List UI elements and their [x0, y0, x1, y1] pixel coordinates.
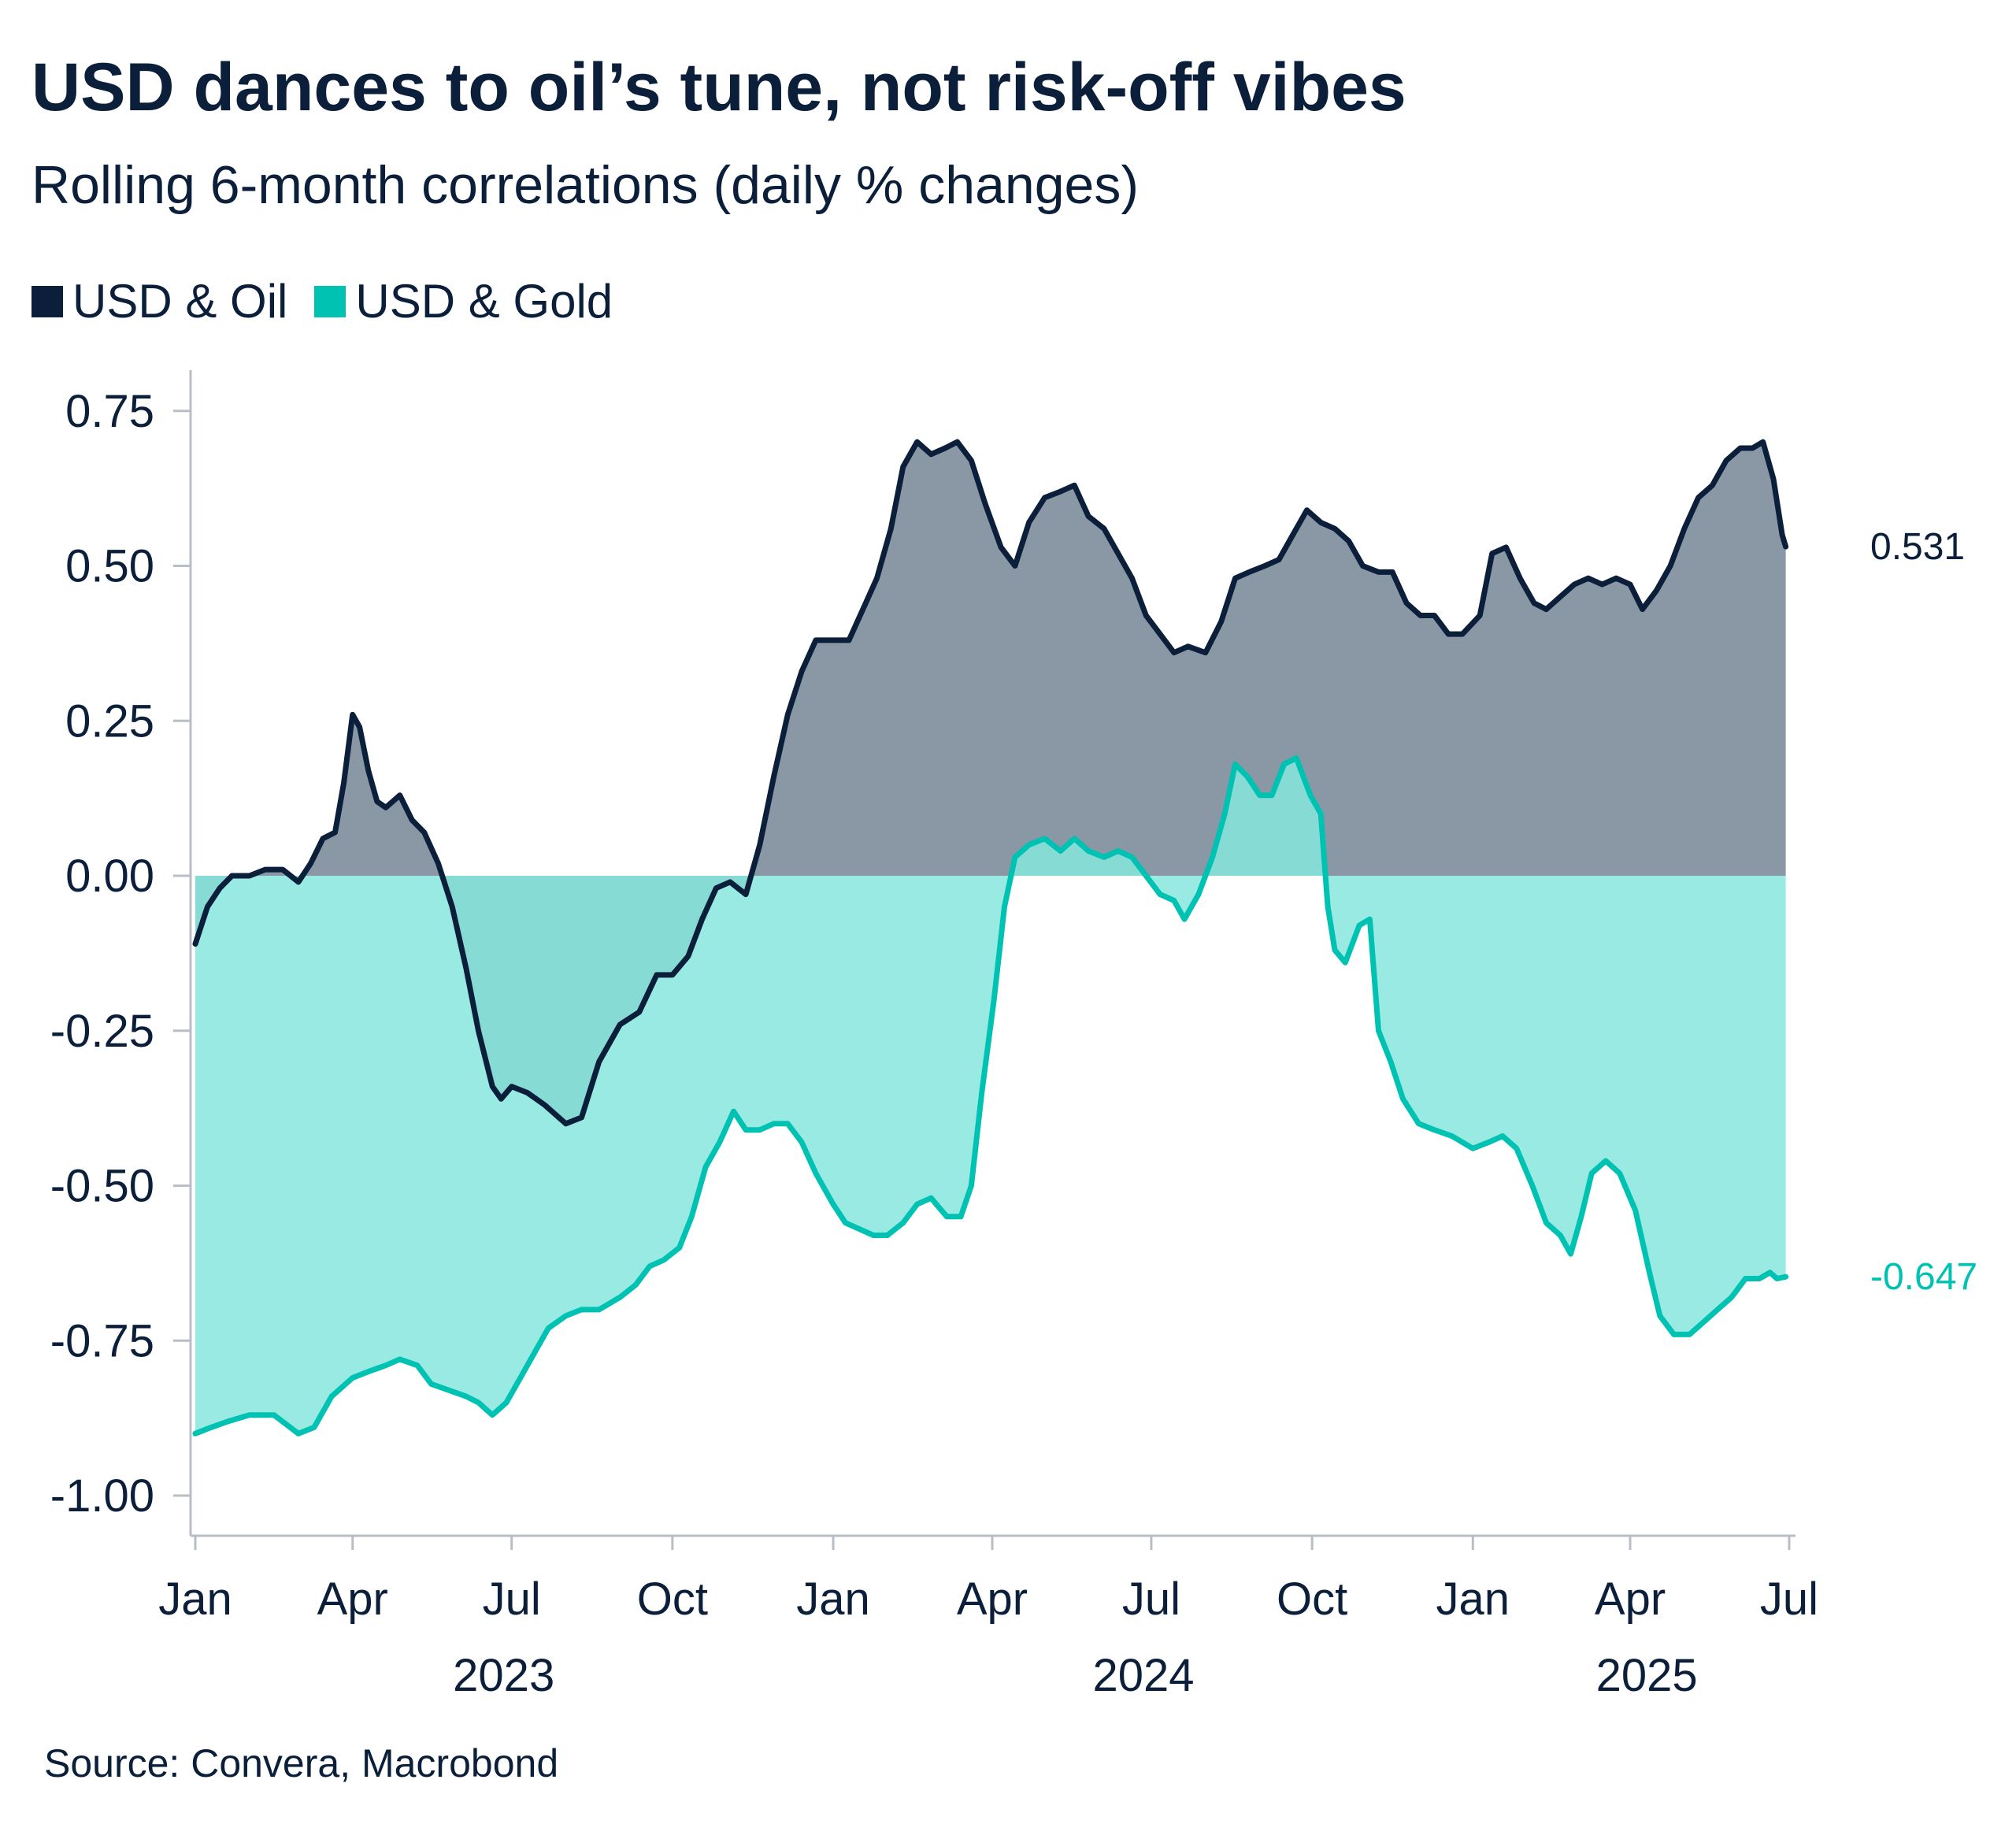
chart-legend: USD & Oil USD & Gold: [32, 274, 639, 328]
x-year-label: 2025: [1596, 1650, 1698, 1701]
x-tick-label: Apr: [1595, 1574, 1666, 1625]
x-year-label: 2023: [453, 1650, 554, 1701]
end-value-label-usd-oil: 0.531: [1870, 526, 1965, 568]
legend-label-usd-oil: USD & Oil: [72, 275, 288, 328]
x-tick-label: Oct: [1277, 1574, 1347, 1625]
legend-swatch-usd-oil: [32, 285, 63, 317]
y-tick-label: -0.50: [50, 1161, 154, 1212]
x-tick-label: Oct: [637, 1574, 708, 1625]
x-tick-label: Jul: [1760, 1574, 1818, 1625]
area-usd-gold: [195, 758, 1786, 1434]
legend-item-usd-oil: USD & Oil: [32, 274, 287, 328]
x-tick-label: Jan: [1436, 1574, 1510, 1625]
y-tick-label: 0.50: [65, 541, 154, 592]
chart-title: USD dances to oil’s tune, not risk-off v…: [32, 50, 1406, 125]
y-tick-label: -0.25: [50, 1006, 154, 1057]
x-tick-label: Jul: [483, 1574, 541, 1625]
x-tick-label: Apr: [957, 1574, 1028, 1625]
x-tick-label: Jan: [158, 1574, 232, 1625]
y-tick-label: 0.00: [65, 851, 154, 902]
legend-swatch-usd-gold: [314, 285, 346, 317]
legend-label-usd-gold: USD & Gold: [355, 275, 613, 328]
end-value-label-usd-gold: -0.647: [1870, 1256, 1977, 1298]
y-tick-label: -0.75: [50, 1315, 154, 1366]
y-tick-label: -1.00: [50, 1470, 154, 1522]
line-usd-oil: [192, 439, 1789, 1127]
legend-item-usd-gold: USD & Gold: [314, 274, 613, 328]
x-tick-label: Apr: [317, 1574, 388, 1625]
line-usd-gold: [192, 755, 1789, 1437]
source-note: Source: Convera, Macrobond: [44, 1741, 559, 1785]
x-tick-label: Jul: [1122, 1574, 1180, 1625]
y-tick-label: 0.25: [65, 695, 154, 747]
chart-subtitle: Rolling 6-month correlations (daily % ch…: [32, 155, 1139, 215]
x-tick-label: Jan: [796, 1574, 870, 1625]
x-year-label: 2024: [1092, 1650, 1194, 1701]
y-tick-label: 0.75: [65, 386, 154, 437]
